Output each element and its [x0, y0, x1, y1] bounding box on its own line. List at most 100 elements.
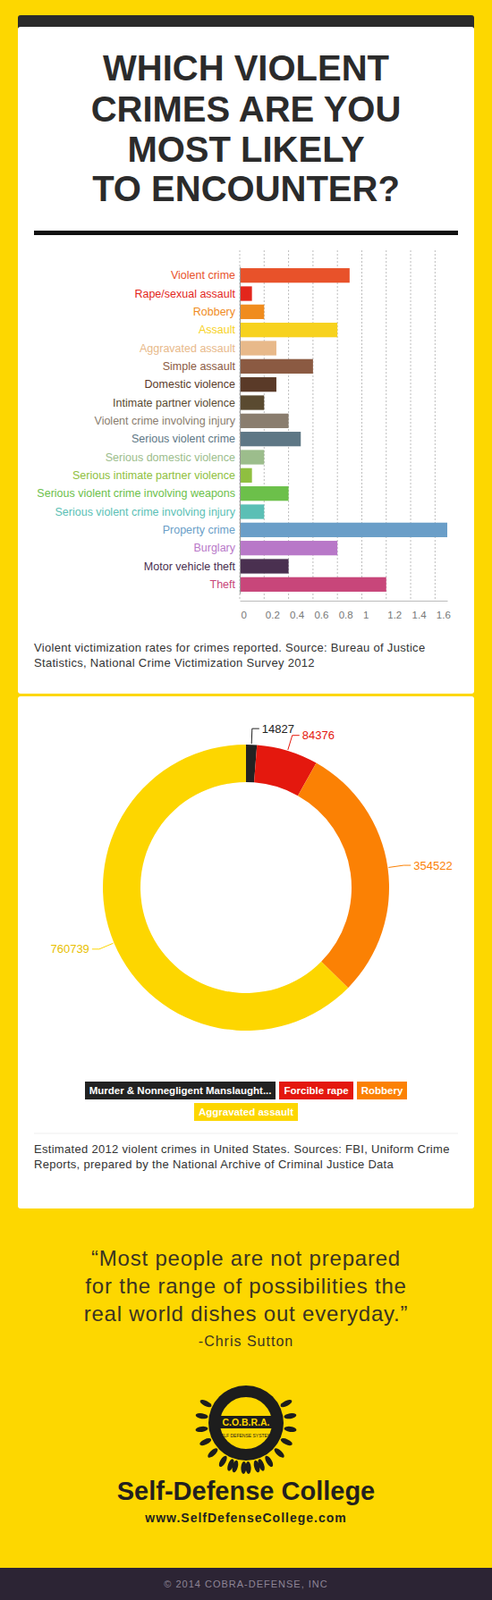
- logo-center: [219, 1397, 273, 1451]
- bar: [239, 449, 264, 465]
- tick-label: Serious violent crime: [131, 432, 236, 446]
- data-labels: 1482784376354522760739: [50, 722, 452, 958]
- grid-line: [239, 250, 241, 602]
- laurel-leaf: [279, 1399, 293, 1410]
- logo-banner: [212, 1416, 280, 1430]
- card: [17, 696, 475, 1210]
- tick-label: Violent crime: [170, 269, 236, 282]
- tick-label: Assault: [198, 323, 237, 337]
- bar: [239, 468, 253, 484]
- tick: 1.4: [411, 601, 428, 621]
- tick: Serious intimate partner violence: [72, 469, 240, 483]
- tick: 0: [240, 601, 247, 621]
- legend-item: Forcible rape: [279, 1082, 353, 1101]
- laurel-leaf: [198, 1437, 213, 1448]
- bar: [239, 359, 314, 374]
- tick-label: Burglary: [193, 542, 236, 555]
- tick: 0.8: [338, 601, 354, 621]
- grid-line: [434, 250, 436, 602]
- tick: Robbery: [193, 305, 240, 319]
- bar: [239, 523, 448, 538]
- slice: [297, 763, 390, 990]
- tick-label: 1.6: [436, 610, 451, 621]
- title: CRIMES ARE YOU: [91, 89, 402, 129]
- bar: [239, 286, 253, 301]
- tick: Motor vehicle theft: [144, 560, 240, 574]
- bar: [239, 559, 289, 574]
- tick-label: Simple assault: [162, 360, 237, 374]
- bar: [239, 541, 338, 556]
- tick: Burglary: [193, 542, 240, 555]
- laurel-leaf: [283, 1413, 297, 1421]
- laurel-leaf: [198, 1399, 213, 1410]
- tick-label: 0: [241, 610, 247, 621]
- title: TO ENCOUNTER?: [92, 169, 400, 209]
- data-label: 14827: [262, 722, 295, 737]
- legend-item: Aggravated assault: [194, 1103, 298, 1122]
- legend-item: Murder & Nonnegligent Manslaught...: [84, 1082, 277, 1101]
- bar: [239, 486, 289, 501]
- brand: Self-Defense College: [117, 1477, 375, 1507]
- tick: Serious violent crime involving injury: [55, 506, 240, 519]
- laurel-leaf: [240, 1462, 247, 1476]
- tick-label: Serious violent crime involving weapons: [36, 487, 236, 501]
- laurel-leaf: [217, 1455, 229, 1469]
- tick: Assault: [198, 323, 240, 337]
- page: WHICH VIOLENTCRIMES ARE YOUMOST LIKELYTO…: [0, 0, 492, 1600]
- logo: C.O.B.R.A. SELF DEFENSE SYSTEMS: [195, 1386, 297, 1476]
- leader-line: [288, 736, 300, 751]
- tick: Violent crime involving injury: [94, 415, 240, 428]
- data-label: 760739: [50, 942, 89, 957]
- bar: [239, 377, 277, 392]
- grid-line: [361, 250, 363, 602]
- bar: [239, 504, 264, 519]
- tick: Serious violent crime: [131, 432, 240, 446]
- tick-label: 0.6: [313, 610, 329, 621]
- bars: [239, 268, 448, 593]
- bar: [239, 432, 301, 447]
- tick: Intimate partner violence: [112, 397, 240, 410]
- tick: Simple assault: [162, 360, 240, 374]
- tick: Theft: [210, 578, 241, 592]
- logo-subtitle: SELF DEFENSE SYSTEMS: [218, 1433, 275, 1440]
- logo-name: C.O.B.R.A.: [221, 1417, 270, 1429]
- divider: [33, 1134, 459, 1136]
- tick-label: Theft: [210, 578, 237, 592]
- axis-line: [240, 601, 449, 603]
- quote-author: -Chris Sutton: [198, 1334, 294, 1350]
- tick-label: Violent crime involving injury: [94, 415, 237, 428]
- website: www.SelfDefenseCollege.com: [144, 1511, 347, 1527]
- tick: 0.2: [264, 601, 280, 621]
- laurel-leaf: [195, 1413, 209, 1421]
- laurel-leaf: [206, 1448, 220, 1461]
- divider: [33, 230, 459, 236]
- data-label: 84376: [302, 729, 335, 743]
- laurel-leaf: [263, 1455, 275, 1469]
- copyright: © 2014 COBRA-DEFENSE, INC: [163, 1579, 328, 1591]
- tick-label: Motor vehicle theft: [144, 560, 237, 574]
- bar: [239, 395, 264, 410]
- y-axis: Violent crimeRape/sexual assaultRobberyA…: [36, 267, 240, 595]
- tick: 1.2: [386, 601, 402, 621]
- tick-label: Aggravated assault: [139, 342, 237, 356]
- tick: Aggravated assault: [139, 342, 240, 356]
- tick-label: 1.2: [387, 610, 402, 621]
- laurel-leaf: [272, 1448, 286, 1461]
- laurel-leaf: [283, 1426, 297, 1434]
- grid-line: [385, 250, 387, 602]
- tick: 0.6: [313, 601, 329, 621]
- tick-label: Domestic violence: [144, 378, 236, 391]
- tick-label: 0.4: [289, 610, 306, 621]
- laurel-leaf: [252, 1460, 261, 1475]
- card: [17, 26, 475, 695]
- leader-line: [92, 943, 114, 951]
- title: MOST LIKELY: [127, 129, 365, 170]
- tick-label: 0.8: [339, 610, 354, 621]
- logo-ring: [208, 1386, 284, 1462]
- caption: Estimated 2012 violent crimes in United …: [33, 1142, 457, 1173]
- tick-label: 1: [363, 610, 369, 621]
- legend-item: Robbery: [356, 1082, 408, 1101]
- bar: [239, 305, 264, 320]
- bar: [239, 414, 289, 429]
- tick: 1: [362, 601, 369, 621]
